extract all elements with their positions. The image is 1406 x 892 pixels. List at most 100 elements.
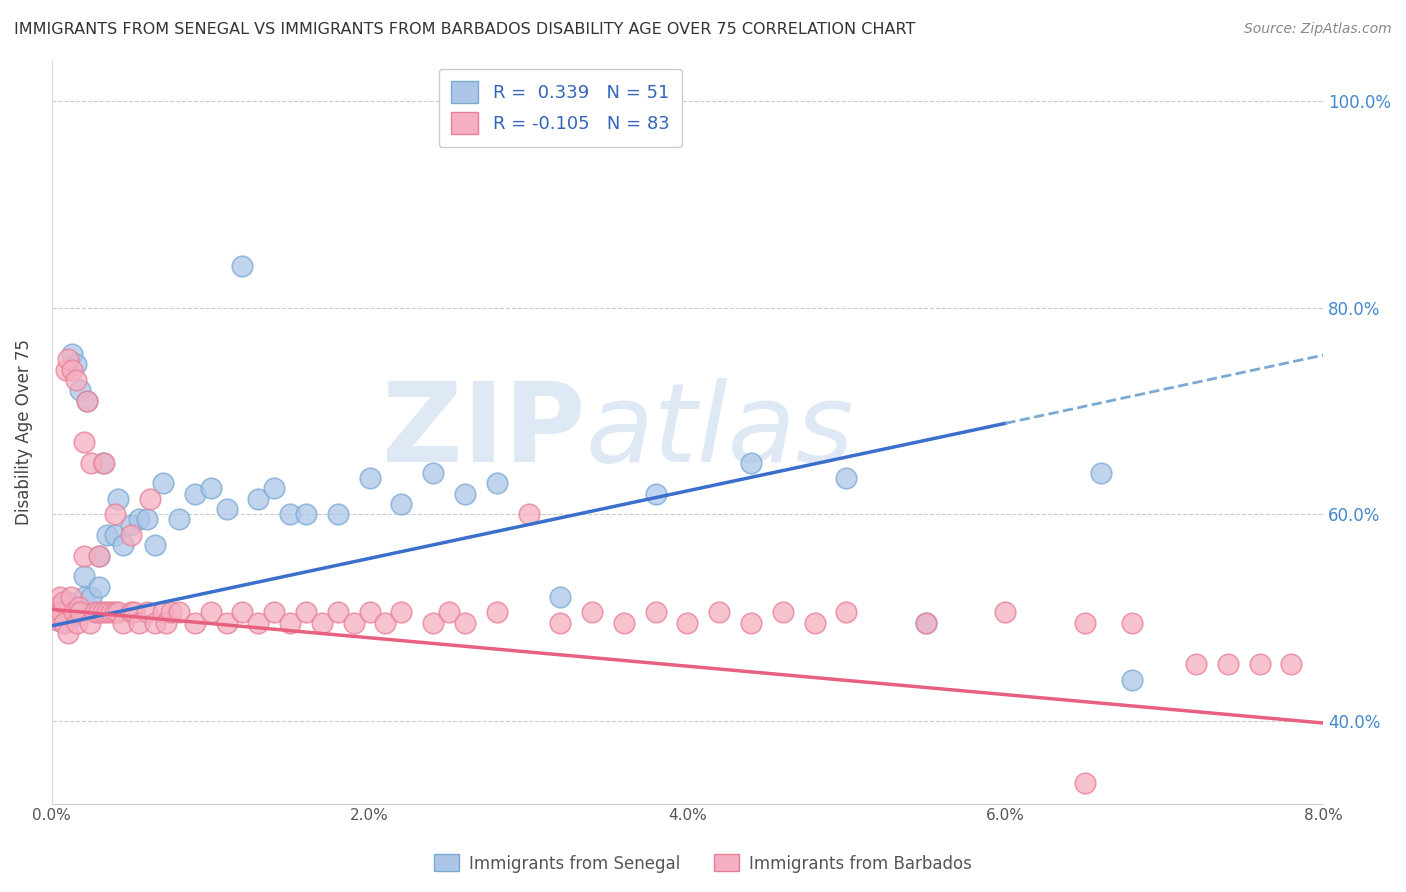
Point	[72, 549, 94, 563]
Point	[104, 528, 127, 542]
Point	[422, 615, 444, 630]
Legend: R =  0.339   N = 51, R = -0.105   N = 83: R = 0.339 N = 51, R = -0.105 N = 83	[439, 69, 682, 147]
Point	[1185, 657, 1208, 672]
Point	[485, 606, 508, 620]
Point	[112, 538, 135, 552]
Point	[48, 590, 70, 604]
Point	[53, 615, 76, 630]
Point	[835, 606, 858, 620]
Point	[55, 362, 77, 376]
Point	[231, 260, 253, 274]
Point	[62, 347, 84, 361]
Point	[128, 615, 150, 630]
Point	[215, 615, 238, 630]
Point	[772, 606, 794, 620]
Point	[359, 606, 381, 620]
Point	[56, 352, 79, 367]
Point	[454, 486, 477, 500]
Point	[1074, 776, 1097, 790]
Point	[89, 580, 111, 594]
Point	[740, 615, 762, 630]
Point	[914, 615, 936, 630]
Point	[326, 508, 349, 522]
Point	[167, 512, 190, 526]
Point	[247, 615, 270, 630]
Point	[80, 590, 103, 604]
Point	[83, 606, 105, 620]
Point	[139, 491, 162, 506]
Point	[66, 615, 89, 630]
Point	[48, 606, 70, 620]
Point	[517, 508, 540, 522]
Point	[51, 606, 73, 620]
Point	[120, 517, 142, 532]
Point	[44, 608, 66, 623]
Point	[278, 508, 301, 522]
Point	[343, 615, 366, 630]
Point	[72, 569, 94, 583]
Point	[51, 600, 73, 615]
Point	[56, 626, 79, 640]
Point	[200, 606, 222, 620]
Text: ZIP: ZIP	[382, 378, 586, 485]
Point	[65, 358, 87, 372]
Point	[93, 456, 115, 470]
Point	[152, 606, 174, 620]
Y-axis label: Disability Age Over 75: Disability Age Over 75	[15, 339, 32, 524]
Point	[1279, 657, 1302, 672]
Point	[1249, 657, 1271, 672]
Point	[72, 590, 94, 604]
Point	[1216, 657, 1239, 672]
Point	[69, 384, 91, 398]
Point	[72, 434, 94, 449]
Point	[59, 610, 82, 624]
Point	[80, 456, 103, 470]
Point	[278, 615, 301, 630]
Point	[263, 606, 285, 620]
Point	[994, 606, 1017, 620]
Point	[485, 476, 508, 491]
Point	[96, 528, 118, 542]
Point	[160, 606, 183, 620]
Point	[96, 606, 118, 620]
Point	[550, 615, 572, 630]
Point	[326, 606, 349, 620]
Point	[76, 393, 98, 408]
Point	[374, 615, 396, 630]
Legend: Immigrants from Senegal, Immigrants from Barbados: Immigrants from Senegal, Immigrants from…	[427, 847, 979, 880]
Point	[45, 613, 67, 627]
Point	[69, 606, 91, 620]
Point	[184, 486, 207, 500]
Point	[803, 838, 825, 852]
Point	[76, 393, 98, 408]
Point	[803, 615, 825, 630]
Point	[914, 615, 936, 630]
Point	[53, 615, 76, 630]
Point	[167, 606, 190, 620]
Point	[89, 606, 111, 620]
Point	[143, 538, 166, 552]
Point	[65, 373, 87, 387]
Point	[136, 606, 159, 620]
Point	[835, 471, 858, 485]
Point	[1090, 466, 1112, 480]
Point	[200, 482, 222, 496]
Point	[56, 595, 79, 609]
Point	[42, 602, 65, 616]
Point	[215, 502, 238, 516]
Point	[295, 606, 318, 620]
Point	[311, 615, 333, 630]
Point	[389, 606, 412, 620]
Point	[100, 606, 122, 620]
Point	[676, 615, 699, 630]
Point	[56, 602, 79, 616]
Point	[152, 476, 174, 491]
Point	[91, 456, 114, 470]
Point	[155, 615, 177, 630]
Text: IMMIGRANTS FROM SENEGAL VS IMMIGRANTS FROM BARBADOS DISABILITY AGE OVER 75 CORRE: IMMIGRANTS FROM SENEGAL VS IMMIGRANTS FR…	[14, 22, 915, 37]
Point	[120, 528, 142, 542]
Point	[107, 606, 129, 620]
Point	[1121, 615, 1143, 630]
Point	[422, 466, 444, 480]
Point	[184, 615, 207, 630]
